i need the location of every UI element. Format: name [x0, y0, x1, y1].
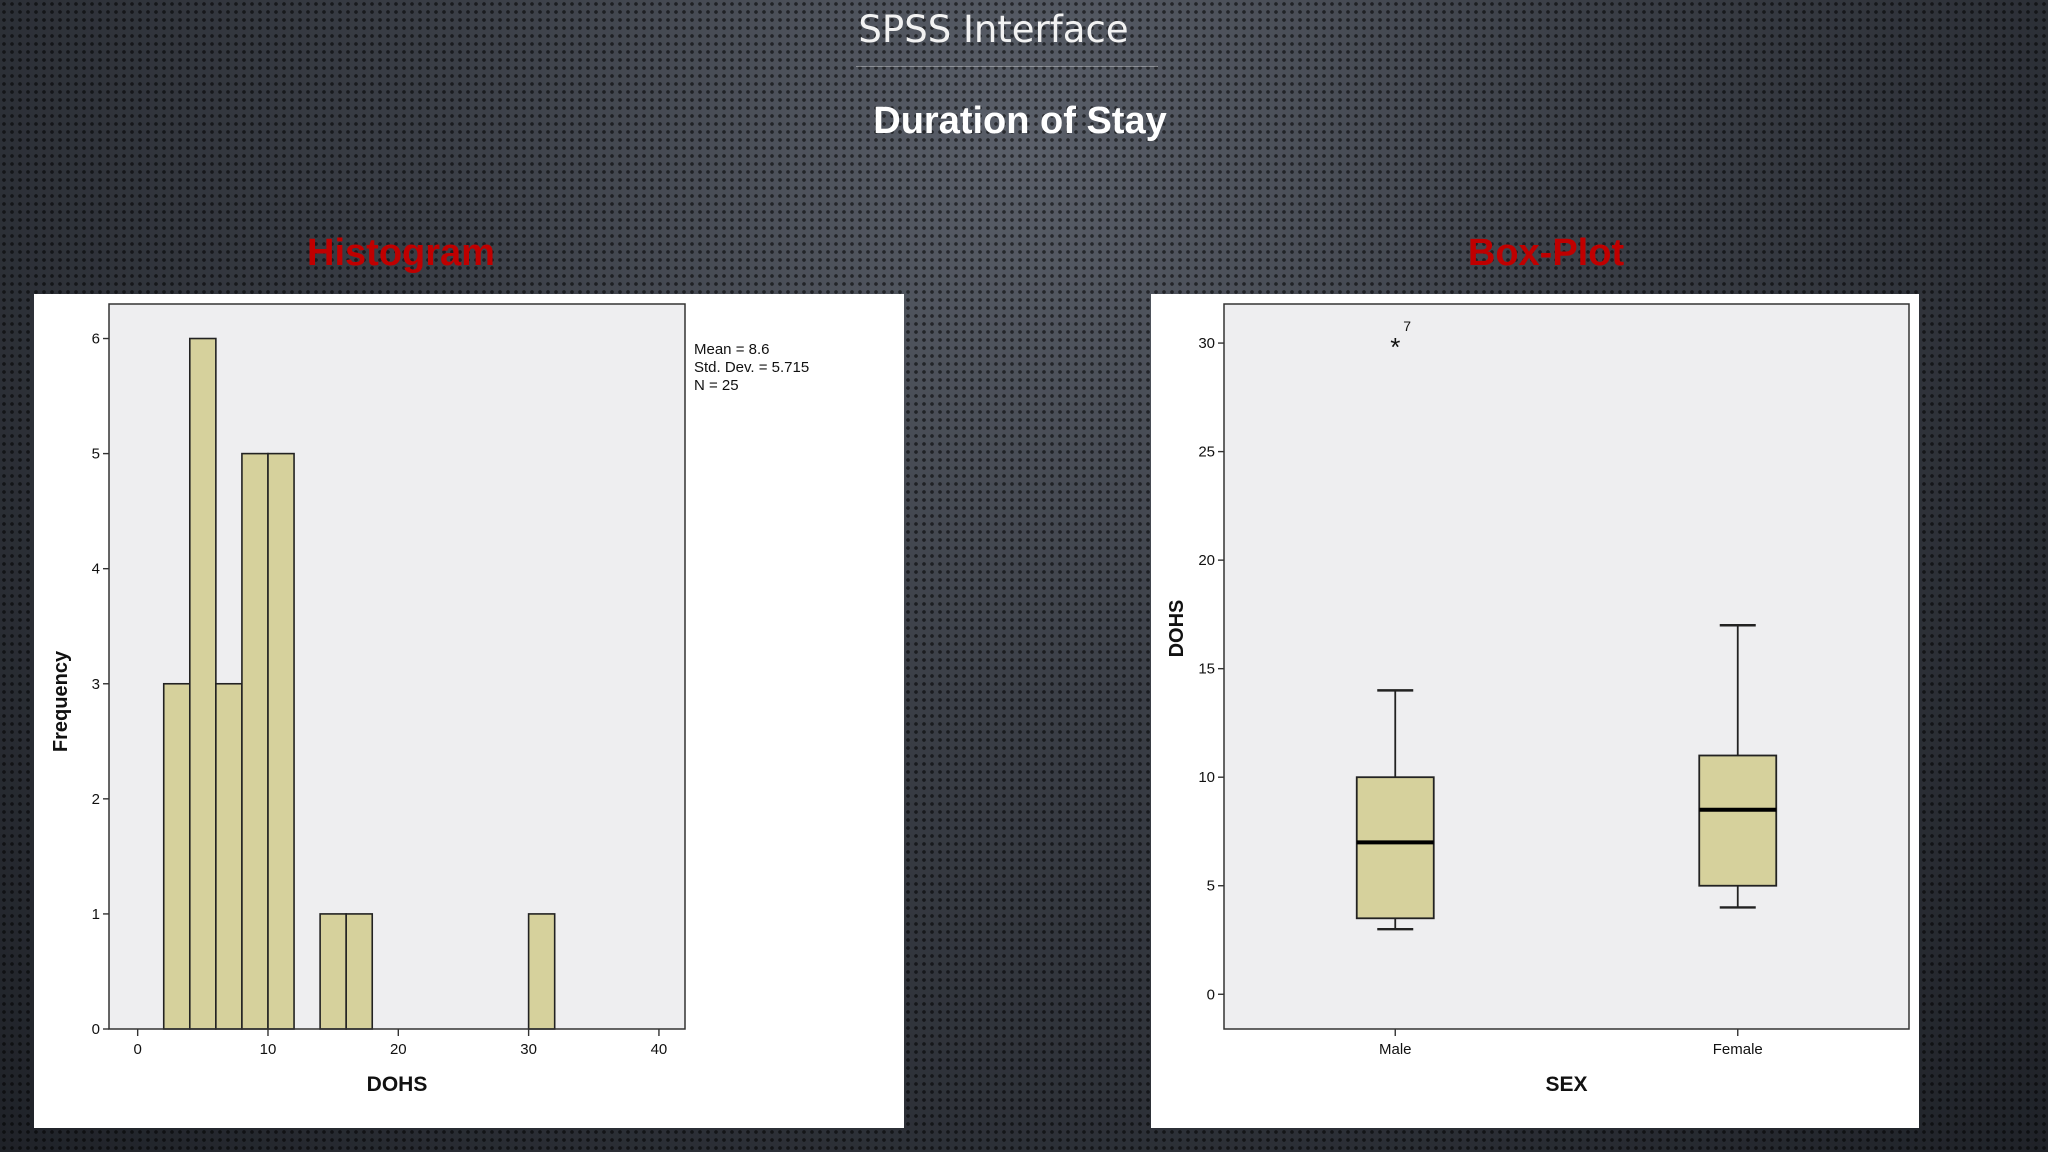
boxplot-y-tick-label: 15 — [1198, 661, 1215, 678]
slide-title: SPSS Interface — [858, 8, 1129, 51]
histogram-bar-5 — [319, 913, 347, 1030]
histogram-x-tick-label: 30 — [520, 1041, 537, 1058]
boxplot-chart: *7 0 5 10 15 20 25 30 Male Female DOHS SEX — [1166, 303, 1910, 1096]
boxplot-label: Box-Plot — [1467, 232, 1625, 274]
boxplot-boxes: *7 — [1355, 318, 1778, 931]
histogram-y-tick-label: 4 — [92, 561, 100, 578]
boxplot-box-female — [1698, 754, 1778, 887]
boxplot-box-male — [1355, 776, 1435, 920]
boxplot-x-tick-label: Male — [1379, 1041, 1412, 1058]
boxplot-y-tick-label: 20 — [1198, 552, 1215, 569]
histogram-bar-2 — [215, 682, 243, 1030]
histogram-y-tick-label: 2 — [92, 791, 100, 808]
histogram-x-tick-label: 20 — [390, 1041, 407, 1058]
histogram-bar-6 — [345, 913, 374, 1030]
boxplot-y-axis: 0 5 10 15 20 25 30 — [1198, 335, 1224, 1003]
boxplot-plot-area — [1224, 304, 1909, 1029]
histogram-y-tick-label: 5 — [92, 446, 100, 463]
histogram-bar-0 — [162, 682, 191, 1030]
stat-n: N = 25 — [694, 377, 739, 394]
boxplot-y-tick-label: 10 — [1198, 769, 1215, 786]
histogram-bar-3 — [241, 452, 269, 1030]
histogram-x-axis: 0 10 20 30 40 — [133, 1029, 667, 1058]
histogram-bar-1 — [188, 337, 217, 1030]
histogram-bar-7 — [527, 913, 556, 1030]
boxplot-panel: * 7 0 5 10 15 20 25 30 Male Female DOHS SEX — [1151, 294, 1919, 1128]
boxplot-y-tick-label: 30 — [1198, 335, 1215, 352]
boxplot-x-tick-label: Female — [1713, 1041, 1763, 1058]
histogram-plot-frame — [108, 303, 686, 1030]
boxplot-x-axis: Male Female — [1379, 1029, 1763, 1058]
stat-std-dev: Std. Dev. = 5.715 — [694, 359, 809, 376]
histogram-bar-4 — [267, 452, 295, 1030]
histogram-y-tick-label: 6 — [92, 331, 100, 348]
boxplot-y-tick-label: 5 — [1207, 878, 1215, 895]
slide-subtitle: Duration of Stay — [873, 100, 1167, 142]
histogram-chart: 0 1 2 3 4 5 6 0 10 20 30 40 Frequency DOHS Mean = … — [50, 303, 809, 1096]
histogram-stats-legend: Mean = 8.6 Std. Dev. = 5.715 N = 25 — [694, 341, 809, 394]
histogram-y-tick-label: 3 — [92, 676, 100, 693]
histogram-y-tick-label: 0 — [92, 1021, 100, 1038]
boxplot-outlier-label: 7 — [1403, 318, 1411, 334]
title-divider — [856, 66, 1158, 67]
histogram-panel: 0 1 2 3 4 5 6 0 10 20 30 40 Frequency DOHS Mean = … — [34, 294, 904, 1128]
histogram-x-tick-label: 0 — [133, 1041, 141, 1058]
boxplot-y-axis-label: DOHS — [1166, 600, 1188, 658]
histogram-x-tick-label: 40 — [651, 1041, 668, 1058]
histogram-y-axis-label: Frequency — [50, 650, 72, 752]
histogram-y-tick-label: 1 — [92, 906, 100, 923]
histogram-label: Histogram — [307, 232, 495, 274]
histogram-bars — [162, 337, 556, 1030]
histogram-y-axis: 0 1 2 3 4 5 6 — [92, 331, 109, 1038]
histogram-x-tick-label: 10 — [260, 1041, 277, 1058]
boxplot-y-tick-label: 0 — [1207, 986, 1215, 1003]
histogram-x-axis-label: DOHS — [367, 1073, 428, 1096]
boxplot-x-axis-label: SEX — [1545, 1073, 1587, 1096]
boxplot-outlier-marker: * — [1390, 332, 1400, 362]
boxplot-plot-frame — [1223, 303, 1910, 1030]
boxplot-y-tick-label: 25 — [1198, 444, 1215, 461]
stat-mean: Mean = 8.6 — [694, 341, 769, 358]
